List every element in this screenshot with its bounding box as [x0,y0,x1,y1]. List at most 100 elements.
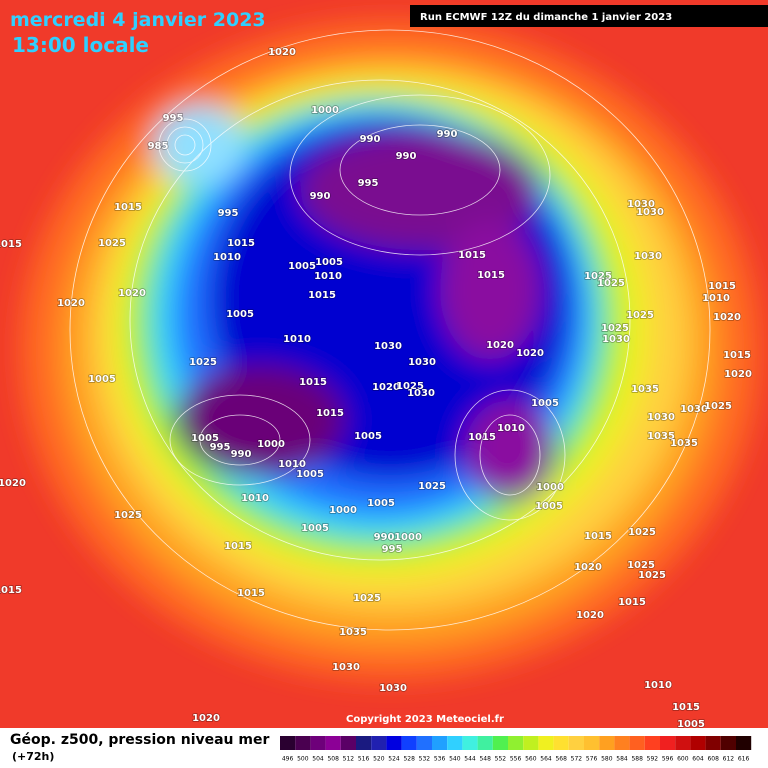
isobar-label: 1005 [531,398,559,409]
legend-subtitle: (+72h) [12,750,54,763]
isobar-label: 1000 [394,532,422,543]
scale-swatch [553,736,569,750]
scale-swatch [295,736,311,750]
isobar-label: 1020 [118,288,146,299]
isobar-label: 1005 [367,498,395,509]
copyright: Copyright 2023 Meteociel.fr [346,714,504,725]
isobar-label: 1015 [308,290,336,301]
scale-label: 604 [692,756,704,763]
isobar-label: 995 [163,113,184,124]
isobar-label: 1005 [88,374,116,385]
scale-label: 560 [525,756,537,763]
isobar-label: 1010 [497,423,525,434]
isobar-label: 1010 [241,493,269,504]
scale-swatch [705,736,721,750]
scale-swatch [690,736,706,750]
isobar-label: 1025 [396,381,424,392]
scale-swatch [416,736,432,750]
isobar-label: 1035 [647,431,675,442]
scale-swatch [462,736,478,750]
isobar-label: 1010 [213,252,241,263]
scale-label: 600 [677,756,689,763]
isobar-label: 1020 [57,298,85,309]
scale-label: 508 [327,756,339,763]
isobar-label: 1010 [278,459,306,470]
scale-swatch [629,736,645,750]
legend-title: Géop. z500, pression niveau mer [10,732,269,748]
isobar-label: 1015 [468,432,496,443]
isobar-label: 1030 [627,199,655,210]
scale-label: 608 [707,756,719,763]
isobar-label: 1005 [315,257,343,268]
date-title: mercredi 4 janvier 2023 [10,9,266,31]
isobar-label: 1020 [486,340,514,351]
isobar-label: 1030 [602,334,630,345]
isobar-label: 1005 [354,431,382,442]
scale-swatch [568,736,584,750]
isobar-label: 1020 [268,47,296,58]
isobar-label: 1020 [576,610,604,621]
scale-swatch [599,736,615,750]
scale-label: 504 [312,756,324,763]
isobar-label: 990 [437,129,458,140]
isobar-label: 1005 [535,501,563,512]
isobar-label: 1000 [329,505,357,516]
isobar-label: 990 [396,151,417,162]
isobar-label: 1025 [601,323,629,334]
scale-swatch [614,736,630,750]
geopotential-field [20,20,760,680]
isobar-label: 1020 [574,562,602,573]
isobar-label: 1015 [0,239,22,250]
isobar-label: 1025 [353,593,381,604]
scale-swatch [386,736,402,750]
isobar-label: 1000 [257,439,285,450]
isobar-label: 990 [360,134,381,145]
isobar-label: 1015 [0,585,22,596]
scale-label: 576 [586,756,598,763]
scale-swatch [660,736,676,750]
scale-label: 596 [662,756,674,763]
isobar-label: 1015 [618,597,646,608]
scale-label: 496 [282,756,294,763]
run-info: Run ECMWF 12Z du dimanche 1 janvier 2023 [420,12,672,23]
isobar-label: 990 [374,532,395,543]
scale-label: 532 [419,756,431,763]
scale-swatch [584,736,600,750]
isobar-label: 1015 [224,541,252,552]
isobar-label: 1015 [237,588,265,599]
isobar-label: 1015 [299,377,327,388]
scale-label: 584 [616,756,628,763]
scale-swatch [401,736,417,750]
scale-swatch [538,736,554,750]
isobar-label: 1015 [458,250,486,261]
scale-label: 528 [403,756,415,763]
isobar-label: 1030 [332,662,360,673]
isobar-label: 1020 [724,369,752,380]
isobar-label: 1005 [226,309,254,320]
scale-swatch [523,736,539,750]
scale-swatch [447,736,463,750]
isobar-label: 1000 [536,482,564,493]
isobar-label: 1030 [408,357,436,368]
isobar-label: 1015 [227,238,255,249]
scale-label: 564 [540,756,552,763]
scale-label: 580 [601,756,613,763]
scale-swatch [508,736,524,750]
isobar-label: 1030 [634,251,662,262]
isobar-label: 1025 [584,271,612,282]
scale-label: 520 [373,756,385,763]
isobar-label: 1035 [670,438,698,449]
isobar-label: 1030 [647,412,675,423]
isobar-label: 1015 [477,270,505,281]
isobar-label: 1005 [191,433,219,444]
isobar-label: 1005 [288,261,316,272]
isobar-label: 1010 [644,680,672,691]
isobar-label: 1010 [283,334,311,345]
isobar-label: 1025 [626,310,654,321]
run-box [410,5,768,27]
scale-label: 548 [479,756,491,763]
scale-label: 516 [358,756,370,763]
isobar-label: 1005 [301,523,329,534]
isobar-label: 1005 [296,469,324,480]
scale-swatch [325,736,341,750]
